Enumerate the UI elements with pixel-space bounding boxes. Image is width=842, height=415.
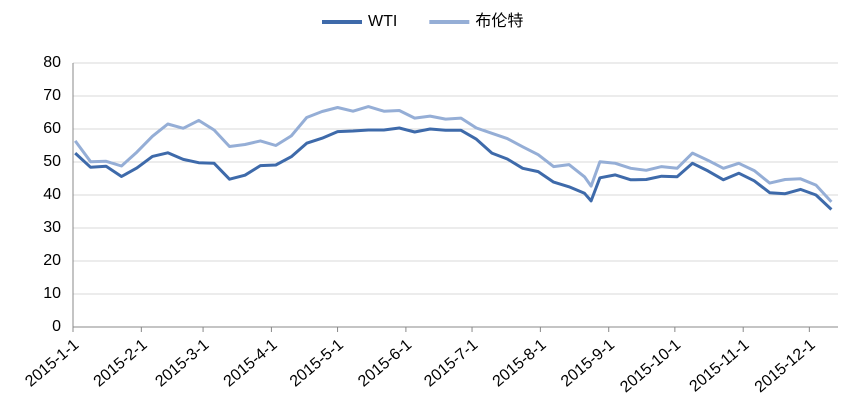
x-tick-label: 2015-12-1 [752, 336, 819, 396]
x-tick-label: 2015-3-1 [152, 336, 212, 390]
x-tick-label: 2015-7-1 [421, 336, 481, 390]
y-tick-label: 50 [43, 153, 61, 170]
x-tick-label: 2015-10-1 [617, 336, 684, 396]
x-tick-label: 2015-1-1 [22, 336, 82, 390]
x-tick-label: 2015-2-1 [91, 336, 151, 390]
x-tick-label: 2015-4-1 [221, 336, 281, 390]
series-line [73, 105, 833, 203]
y-tick-label: 40 [43, 186, 61, 203]
y-tick-label: 0 [52, 318, 61, 335]
legend-label: WTI [368, 13, 397, 30]
x-tick-label: 2015-8-1 [490, 336, 550, 390]
x-tick-label: 2015-11-1 [687, 336, 753, 395]
x-tick-label: 2015-5-1 [287, 336, 347, 390]
series-line [74, 126, 833, 211]
y-tick-label: 20 [43, 252, 61, 269]
legend-label: 布伦特 [475, 12, 523, 30]
y-tick-label: 60 [43, 120, 61, 137]
y-tick-label: 80 [43, 54, 61, 71]
x-tick-label: 2015-6-1 [355, 336, 415, 390]
y-tick-label: 70 [43, 87, 61, 104]
y-tick-label: 10 [43, 285, 61, 302]
y-tick-label: 30 [43, 219, 61, 236]
x-tick-label: 2015-9-1 [558, 336, 618, 390]
